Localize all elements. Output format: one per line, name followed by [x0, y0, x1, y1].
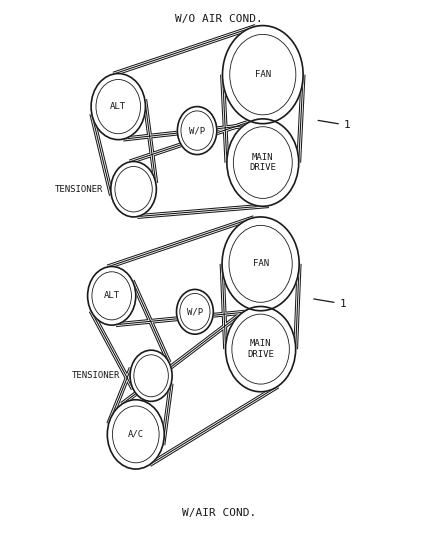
Text: 1: 1 [314, 299, 346, 309]
Text: FAN: FAN [253, 260, 268, 268]
Text: W/O AIR COND.: W/O AIR COND. [175, 14, 263, 23]
Text: 1: 1 [318, 120, 350, 130]
Circle shape [91, 74, 145, 140]
Text: ALT: ALT [110, 102, 126, 111]
Circle shape [107, 400, 164, 469]
Circle shape [111, 161, 156, 217]
Text: FAN: FAN [255, 70, 271, 79]
Circle shape [177, 107, 217, 155]
Text: TENSIONER: TENSIONER [55, 185, 103, 193]
Text: W/P: W/P [189, 126, 205, 135]
Circle shape [222, 217, 299, 311]
Text: A/C: A/C [128, 430, 144, 439]
Circle shape [223, 26, 303, 124]
Circle shape [227, 119, 299, 206]
Text: MAIN
DRIVE: MAIN DRIVE [247, 340, 274, 359]
Circle shape [130, 350, 172, 401]
Text: TENSIONER: TENSIONER [72, 372, 120, 380]
Text: W/AIR COND.: W/AIR COND. [182, 508, 256, 518]
Circle shape [88, 266, 136, 325]
Circle shape [177, 289, 213, 334]
Text: W/P: W/P [187, 308, 203, 316]
Text: ALT: ALT [104, 292, 120, 300]
Circle shape [226, 306, 296, 392]
Text: MAIN
DRIVE: MAIN DRIVE [249, 153, 276, 172]
